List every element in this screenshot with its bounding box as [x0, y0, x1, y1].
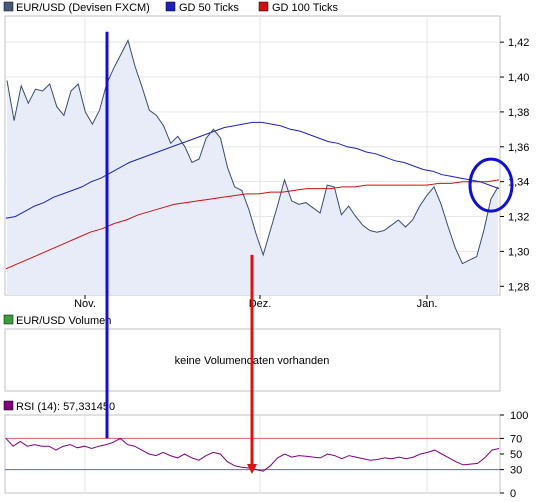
legend-label-gd100: GD 100 Ticks: [272, 2, 339, 14]
rsi-panel: RSI (14): 57,331450 100 70 50 30 0: [4, 401, 528, 500]
price-ytick-label-5: 1,32: [508, 212, 529, 224]
rsi-ytick-label-3: 30: [510, 465, 522, 477]
price-ytick-label-1: 1,40: [508, 72, 529, 84]
price-x-axis: Nov. Dez. Jan.: [74, 295, 437, 310]
legend-label-eurusd: EUR/USD (Devisen FXCM): [16, 2, 150, 14]
price-ytick-label-3: 1,36: [508, 142, 529, 154]
volume-legend-label: EUR/USD Volumen: [16, 315, 111, 327]
price-panel: 1,421,401,381,361,341,321,301,28 Nov. Dez…: [5, 16, 529, 310]
volume-legend-swatch: [4, 315, 13, 324]
price-ytick-label-0: 1,42: [508, 37, 529, 49]
legend-swatch-gd100: [259, 2, 268, 11]
rsi-legend-label: RSI (14): 57,331450: [16, 401, 115, 413]
rsi-legend-swatch: [4, 401, 13, 410]
rsi-y-axis: 100 70 50 30 0: [500, 410, 528, 500]
rsi-ytick-label-0: 100: [510, 410, 528, 422]
rsi-ytick-label-4: 0: [510, 488, 516, 500]
legend-swatch-gd50: [166, 2, 175, 11]
price-ytick-label-7: 1,28: [508, 281, 529, 293]
legend-label-gd50: GD 50 Ticks: [179, 2, 239, 14]
legend-swatch-eurusd: [4, 2, 13, 11]
price-ytick-label-2: 1,38: [508, 107, 529, 119]
price-ytick-label-6: 1,30: [508, 246, 529, 258]
rsi-ytick-label-2: 50: [510, 449, 522, 461]
price-xtick-label-0: Nov.: [74, 298, 96, 310]
price-legend: EUR/USD (Devisen FXCM) GD 50 Ticks GD 10…: [4, 2, 339, 14]
price-xtick-label-2: Jan.: [417, 298, 438, 310]
rsi-ytick-label-1: 70: [510, 433, 522, 445]
